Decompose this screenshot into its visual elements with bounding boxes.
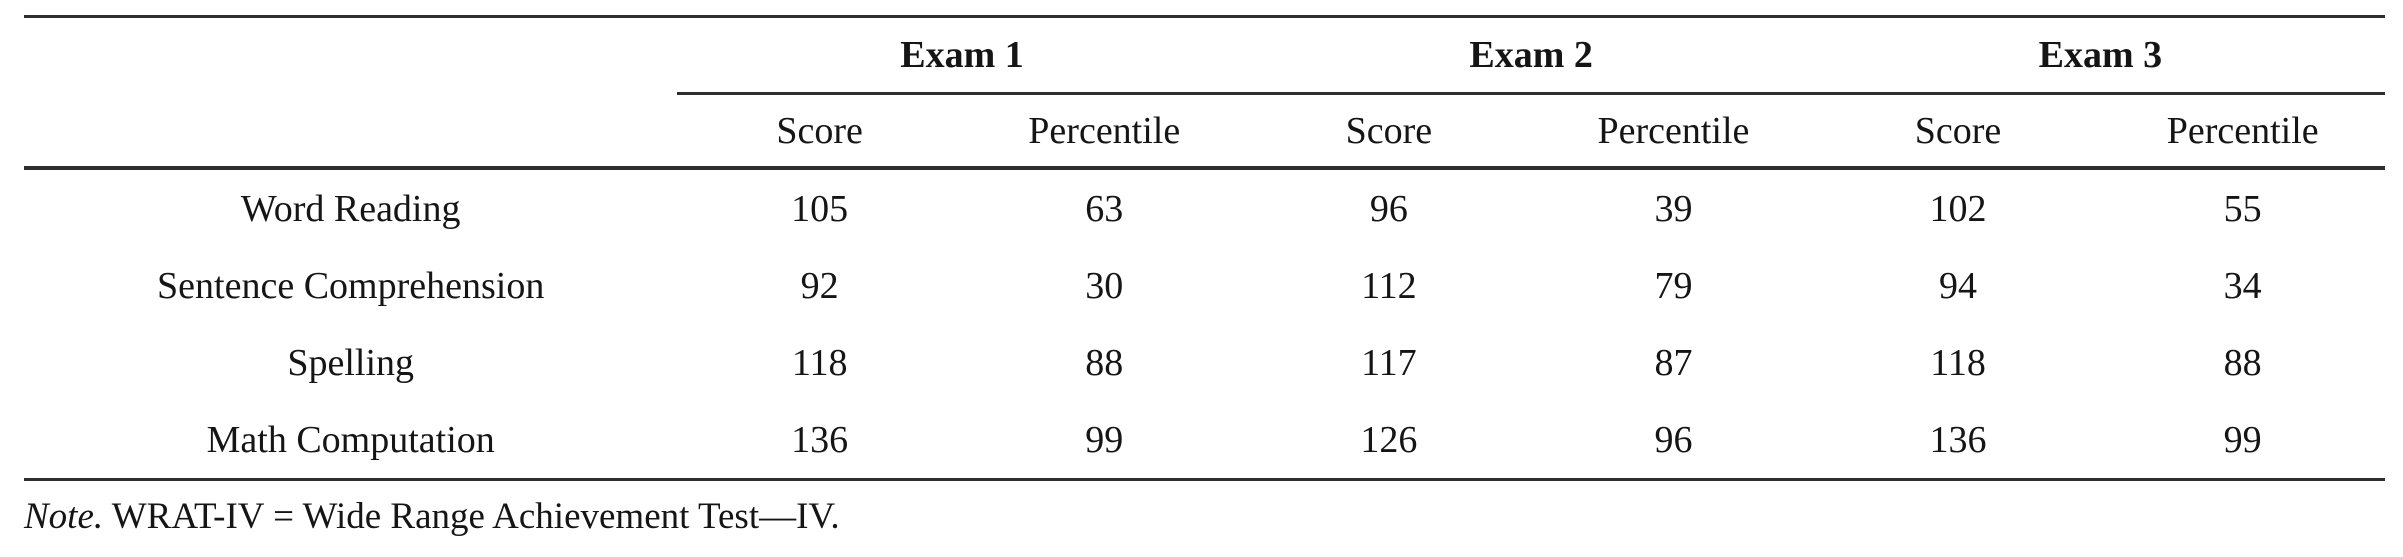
- corner-cell: [24, 17, 677, 94]
- cell: 118: [1930, 341, 1986, 384]
- cell: 136: [791, 418, 849, 461]
- table-note: Note. WRAT-IV = Wide Range Achievement T…: [24, 495, 2403, 539]
- column-header-score-3: Score: [1815, 93, 2101, 170]
- cell: 96: [1654, 418, 1693, 461]
- column-header-percentile-1: Percentile: [961, 93, 1247, 170]
- table-row: Word Reading 105 63 96 39 102 55: [24, 168, 2385, 247]
- note-label: Note.: [24, 496, 104, 537]
- cell: 96: [1369, 187, 1408, 230]
- row-label: Word Reading: [240, 187, 461, 230]
- exam-1-header: Exam 1: [677, 16, 1247, 95]
- cell: 34: [2223, 264, 2262, 307]
- cell: 117: [1361, 341, 1417, 384]
- row-label: Math Computation: [206, 418, 495, 461]
- cell: 112: [1361, 264, 1417, 307]
- cell: 136: [1929, 418, 1987, 461]
- cell: 63: [1085, 187, 1124, 230]
- paper-table-page: Exam 1 Exam 2 Exam 3 Score Percentile Sc…: [0, 15, 2403, 557]
- table-row: Math Computation 136 99 126 96 136 99: [24, 401, 2385, 480]
- cell: 105: [791, 187, 849, 230]
- row-label: Spelling: [287, 341, 415, 384]
- cell: 79: [1654, 264, 1693, 307]
- cell: 87: [1654, 341, 1693, 384]
- cell: 92: [800, 264, 839, 307]
- cell: 88: [1085, 341, 1124, 384]
- cell: 39: [1654, 187, 1693, 230]
- exam-2-header: Exam 2: [1246, 16, 1816, 95]
- corner-cell: [24, 93, 678, 170]
- exam-3-header: Exam 3: [1815, 16, 2385, 95]
- cell: 30: [1085, 264, 1124, 307]
- cell: 102: [1929, 187, 1987, 230]
- column-header-percentile-2: Percentile: [1531, 93, 1816, 170]
- cell: 99: [1085, 418, 1124, 461]
- table-row: Sentence Comprehension 92 30 112 79 94 3…: [24, 247, 2385, 324]
- cell: 88: [2223, 341, 2262, 384]
- wrat-results-table: Exam 1 Exam 2 Exam 3 Score Percentile Sc…: [24, 15, 2385, 481]
- cell: 118: [791, 341, 848, 384]
- subheader-row: Score Percentile Score Percentile Score …: [24, 93, 2385, 170]
- table-row: Spelling 118 88 117 87 118 88: [24, 324, 2385, 401]
- cell: 126: [1360, 418, 1418, 461]
- cell: 94: [1939, 264, 1978, 307]
- cell: 55: [2223, 187, 2262, 230]
- note-text: WRAT-IV = Wide Range Achievement Test—IV…: [103, 496, 840, 537]
- exam-spanner-row: Exam 1 Exam 2 Exam 3: [24, 16, 2385, 95]
- column-header-score-1: Score: [677, 93, 962, 170]
- cell: 99: [2223, 418, 2262, 461]
- row-label: Sentence Comprehension: [157, 264, 545, 307]
- column-header-score-2: Score: [1246, 93, 1532, 170]
- column-header-percentile-3: Percentile: [2100, 93, 2385, 170]
